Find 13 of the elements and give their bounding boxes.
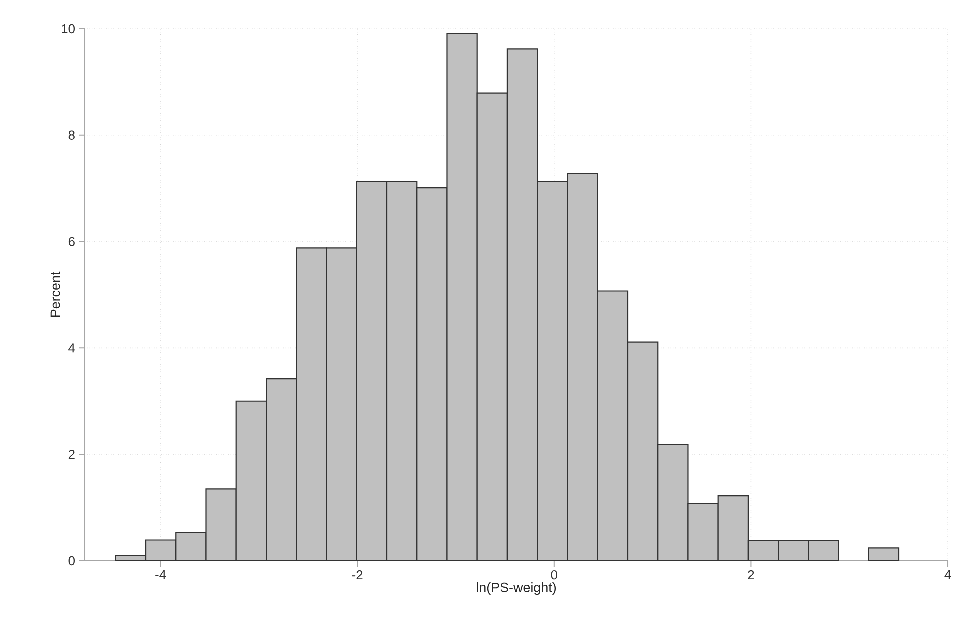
y-tick-label: 2	[68, 450, 75, 460]
x-tick-label: -4	[156, 570, 166, 580]
y-tick-label: 6	[68, 237, 75, 246]
y-tick-label: 0	[68, 556, 75, 566]
x-tick-label: 2	[748, 570, 754, 580]
x-axis-title: ln(PS-weight)	[477, 582, 556, 596]
x-tick-label: 4	[944, 570, 952, 580]
y-tick-label: 8	[68, 130, 75, 140]
x-tick-label: 0	[551, 570, 558, 580]
x-tick-label: -2	[352, 570, 363, 580]
y-axis-title: Percent	[50, 272, 60, 318]
y-tick-label: 10	[62, 24, 75, 34]
y-tick-label: 4	[68, 344, 76, 353]
